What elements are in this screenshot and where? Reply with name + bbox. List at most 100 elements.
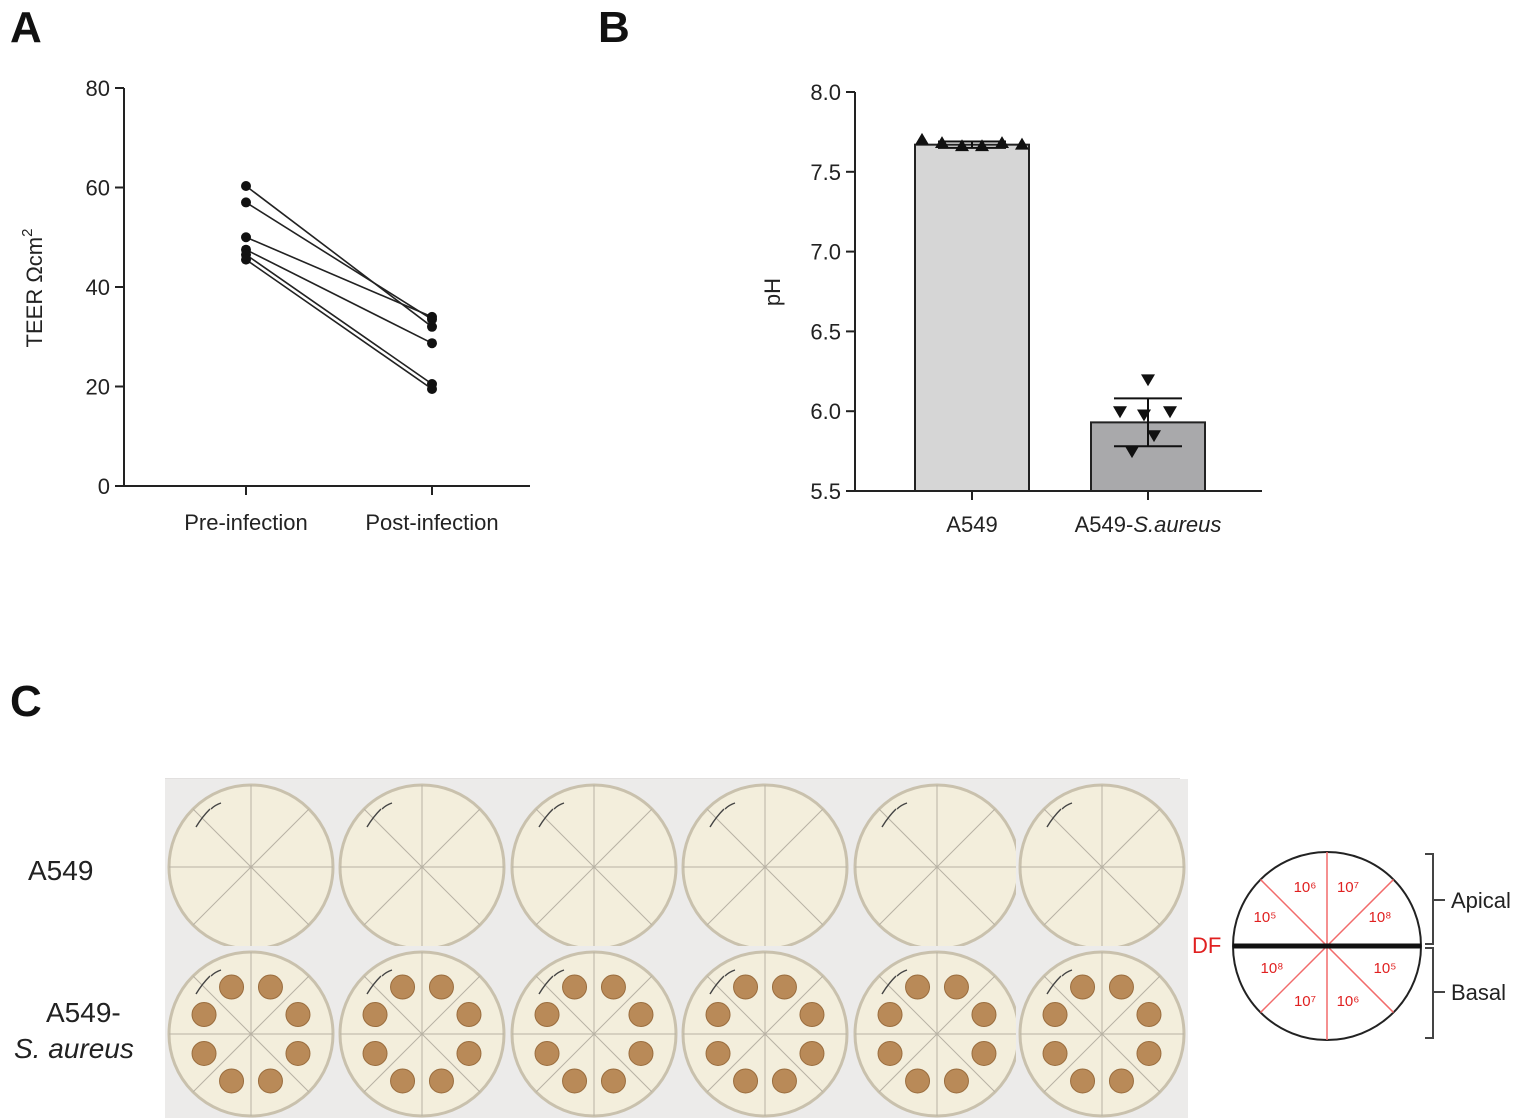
row-label-a549: A549 <box>28 855 93 886</box>
chart-b-ytick-label-3: 7.0 <box>810 240 841 265</box>
plate-colony-1-0-0 <box>257 974 283 1000</box>
chart-ph: 5.5 6.0 6.5 7.0 7.5 8.0 pH A549 A549-S.aureus <box>760 80 1262 537</box>
plate-colony-1-5-7 <box>1070 974 1096 1000</box>
chart-b-ytick-label-5: 8.0 <box>810 80 841 105</box>
plate-colony-1-5-4 <box>1070 1068 1096 1094</box>
plate-handwriting-0-5 <box>1046 802 1073 828</box>
plate-colony-1-3-2 <box>799 1040 825 1066</box>
schematic-sector-top-3: 10⁸ <box>1368 909 1391 926</box>
plate-colony-1-5-3 <box>1108 1068 1134 1094</box>
chart-b-point-0-2 <box>955 139 969 152</box>
plate-colony-1-1-7 <box>390 974 416 1000</box>
chart-a-point-0-0 <box>241 181 251 192</box>
chart-a-series-line-3 <box>245 248 433 344</box>
plate-colony-1-4-1 <box>971 1002 997 1028</box>
plate-handwriting-0-4 <box>881 802 908 828</box>
plate-colony-1-5-0 <box>1108 974 1134 1000</box>
plate-diag2-1-2 <box>535 975 653 1093</box>
plate-colony-1-4-2 <box>971 1040 997 1066</box>
plate-colony-1-0-2 <box>285 1040 311 1066</box>
panel-label-c: C <box>10 677 42 726</box>
chart-a-point-5-1 <box>427 383 437 394</box>
chart-a-xtick-label-1: Post-infection <box>365 510 498 535</box>
plate-diag2-1-3 <box>706 975 824 1093</box>
chart-a-ytick-label-1: 20 <box>86 375 110 400</box>
chart-a-ytick-label-2: 40 <box>86 275 110 300</box>
plate-colony-1-2-4 <box>562 1068 588 1094</box>
plate-diag2-0-1 <box>363 808 481 926</box>
chart-a-ytick-label-0: 0 <box>98 474 110 499</box>
plate-colony-1-3-5 <box>705 1040 731 1066</box>
chart-b-point-1-3 <box>1163 406 1177 419</box>
row-label-a549-saureus-1: A549- <box>46 997 121 1028</box>
basal-bracket <box>1425 947 1445 1039</box>
chart-b-category-label-1: A549-S.aureus <box>1075 512 1222 537</box>
chart-b-ytick-label-4: 7.5 <box>810 160 841 185</box>
chart-b-point-0-0 <box>915 132 929 145</box>
plate-colony-1-2-3 <box>600 1068 626 1094</box>
plate-handwriting-1-5 <box>1046 969 1073 995</box>
plate-colony-1-4-3 <box>943 1068 969 1094</box>
plate-colony-1-1-0 <box>428 974 454 1000</box>
plate-colony-1-3-1 <box>799 1002 825 1028</box>
chart-a-ytick-label-4: 80 <box>86 76 110 101</box>
chart-a-point-0-1 <box>427 321 437 332</box>
plate-diag2-1-0 <box>192 975 310 1093</box>
plate-handwriting-1-1 <box>366 969 393 995</box>
chart-a-series-line-4 <box>245 254 433 385</box>
chart-b-ytick-label-0: 5.5 <box>810 479 841 504</box>
chart-b-point-1-4 <box>1147 430 1161 443</box>
schematic-sector-bottom-0: 10⁸ <box>1260 960 1283 977</box>
plate-colony-1-4-6 <box>877 1002 903 1028</box>
plate-colony-1-5-2 <box>1136 1040 1162 1066</box>
plate-colony-1-0-5 <box>191 1040 217 1066</box>
schematic-sector-bottom-1: 10⁵ <box>1374 960 1397 977</box>
chart-b-point-0-1 <box>935 136 949 148</box>
panel-label-b: B <box>598 3 630 52</box>
plate-colony-1-1-5 <box>362 1040 388 1066</box>
plate-colony-1-3-0 <box>771 974 797 1000</box>
chart-teer: 0 20 40 60 80 Pre-infection Post-infection TE… <box>19 76 530 535</box>
chart-b-point-1-5 <box>1125 446 1139 459</box>
plate-diag2-0-3 <box>706 808 824 926</box>
chart-a-point-2-1 <box>427 311 437 322</box>
plate-colony-1-5-1 <box>1136 1002 1162 1028</box>
plate-colony-1-0-6 <box>191 1002 217 1028</box>
plate-layout-schematic: 10⁶ 10⁷ 10⁵ 10⁸ 10⁸ 10⁵ 10⁷ 10⁶ DF Apical Basal <box>1192 851 1511 1041</box>
chart-b-bar-0 <box>914 143 1030 492</box>
chart-a-y-axis-label: TEER Ωcm2 <box>19 229 47 348</box>
chart-a-xtick-label-0: Pre-infection <box>184 510 308 535</box>
plate-colony-1-1-1 <box>456 1002 482 1028</box>
plate-colony-1-4-5 <box>877 1040 903 1066</box>
plate-diag2-1-1 <box>363 975 481 1093</box>
schematic-sector-top-2: 10⁵ <box>1254 909 1277 926</box>
plate-colony-1-3-4 <box>733 1068 759 1094</box>
schematic-sector-bottom-2: 10⁷ <box>1294 993 1316 1010</box>
basal-label: Basal <box>1451 980 1506 1005</box>
chart-b-point-1-0 <box>1141 374 1155 387</box>
plate-colony-1-1-3 <box>428 1068 454 1094</box>
plate-colony-1-2-7 <box>562 974 588 1000</box>
plate-diag2-0-2 <box>535 808 653 926</box>
plate-colony-1-2-6 <box>534 1002 560 1028</box>
plate-colony-1-2-5 <box>534 1040 560 1066</box>
plate-colony-1-0-7 <box>219 974 245 1000</box>
schematic-df-label: DF <box>1192 933 1221 958</box>
plate-handwriting-1-4 <box>881 969 908 995</box>
plate-colony-1-2-0 <box>600 974 626 1000</box>
plate-handwriting-1-2 <box>538 969 565 995</box>
chart-a-point-2-0 <box>241 232 251 243</box>
apical-bracket <box>1425 853 1445 945</box>
apical-label: Apical <box>1451 888 1511 913</box>
plate-colony-1-3-7 <box>733 974 759 1000</box>
chart-a-series-line-1 <box>245 201 433 321</box>
chart-a-series-line-2 <box>245 236 433 318</box>
plate-colony-1-1-2 <box>456 1040 482 1066</box>
plate-colony-1-2-2 <box>628 1040 654 1066</box>
plate-handwriting-0-1 <box>366 802 393 828</box>
plate-colony-1-1-4 <box>390 1068 416 1094</box>
plate-handwriting-1-3 <box>709 969 736 995</box>
chart-a-point-5-0 <box>241 254 251 265</box>
chart-a-series-line-5 <box>245 258 433 390</box>
plate-colony-1-3-3 <box>771 1068 797 1094</box>
